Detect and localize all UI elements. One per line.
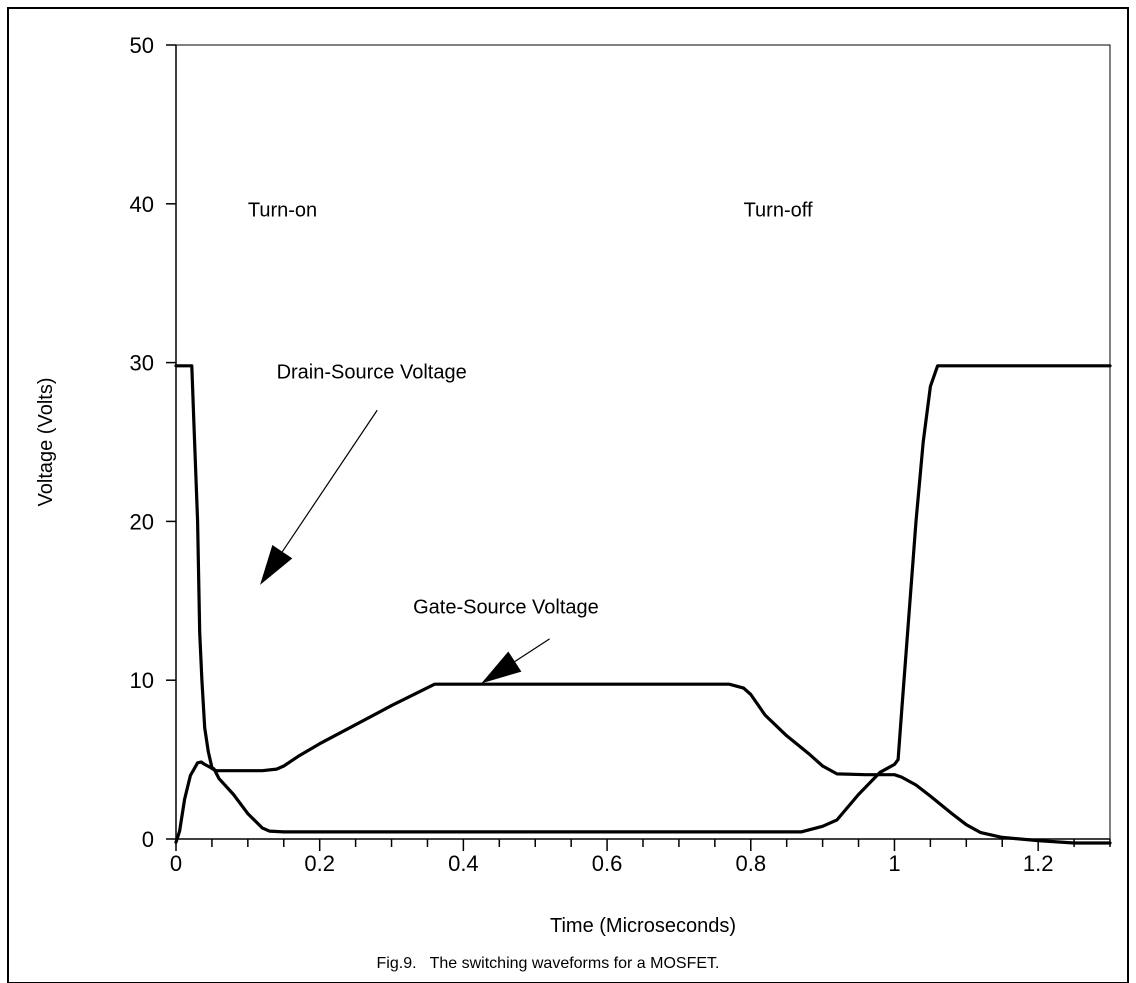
y-axis-title: Voltage (Volts) <box>35 378 57 507</box>
x-tick-label: 0 <box>170 851 182 876</box>
x-axis-title: Time (Microseconds) <box>550 915 736 937</box>
series-line-gate-source-voltage <box>174 682 1112 845</box>
annotation-turn-on: Turn-on <box>248 200 317 222</box>
axis-ticks <box>166 44 1111 851</box>
series-layer <box>174 364 1112 845</box>
arrow-shaft-drain-source-voltage <box>281 409 378 553</box>
x-tick-label: 0.8 <box>735 851 766 876</box>
y-tick-label: 30 <box>130 351 154 376</box>
arrow-shaft-gate-source-voltage <box>514 638 550 663</box>
y-tick-label: 0 <box>142 827 154 852</box>
y-tick-label: 40 <box>130 192 154 217</box>
x-tick-label: 0.2 <box>304 851 335 876</box>
x-tick-label: 0.4 <box>448 851 479 876</box>
plot-frame <box>175 44 1111 840</box>
series-line-drain-source-voltage <box>174 364 1112 834</box>
figure-border <box>7 7 1129 983</box>
annotation-drain-source-voltage: Drain-Source Voltage <box>277 361 467 383</box>
y-tick-label: 10 <box>130 668 154 693</box>
y-tick-label: 50 <box>130 33 154 58</box>
annotation-turn-off: Turn-off <box>744 200 813 222</box>
y-tick-label: 20 <box>130 509 154 534</box>
annotation-arrows <box>260 409 550 684</box>
x-tick-label: 1.2 <box>1023 851 1054 876</box>
x-tick-label: 1 <box>888 851 900 876</box>
figure-caption: Fig.9. The switching waveforms for a MOS… <box>377 955 720 972</box>
arrow-head-drain-source-voltage <box>260 545 293 585</box>
annotation-gate-source-voltage: Gate-Source Voltage <box>413 597 599 619</box>
x-tick-label: 0.6 <box>592 851 623 876</box>
axis-tick-labels: 0 0.2 0.4 0.6 0.8 1 1.2 0 10 20 30 40 50 <box>130 33 1054 876</box>
arrow-head-gate-source-voltage <box>481 651 522 684</box>
annotations: Turn-on Turn-off Drain-Source Voltage Gate-… <box>248 200 813 619</box>
